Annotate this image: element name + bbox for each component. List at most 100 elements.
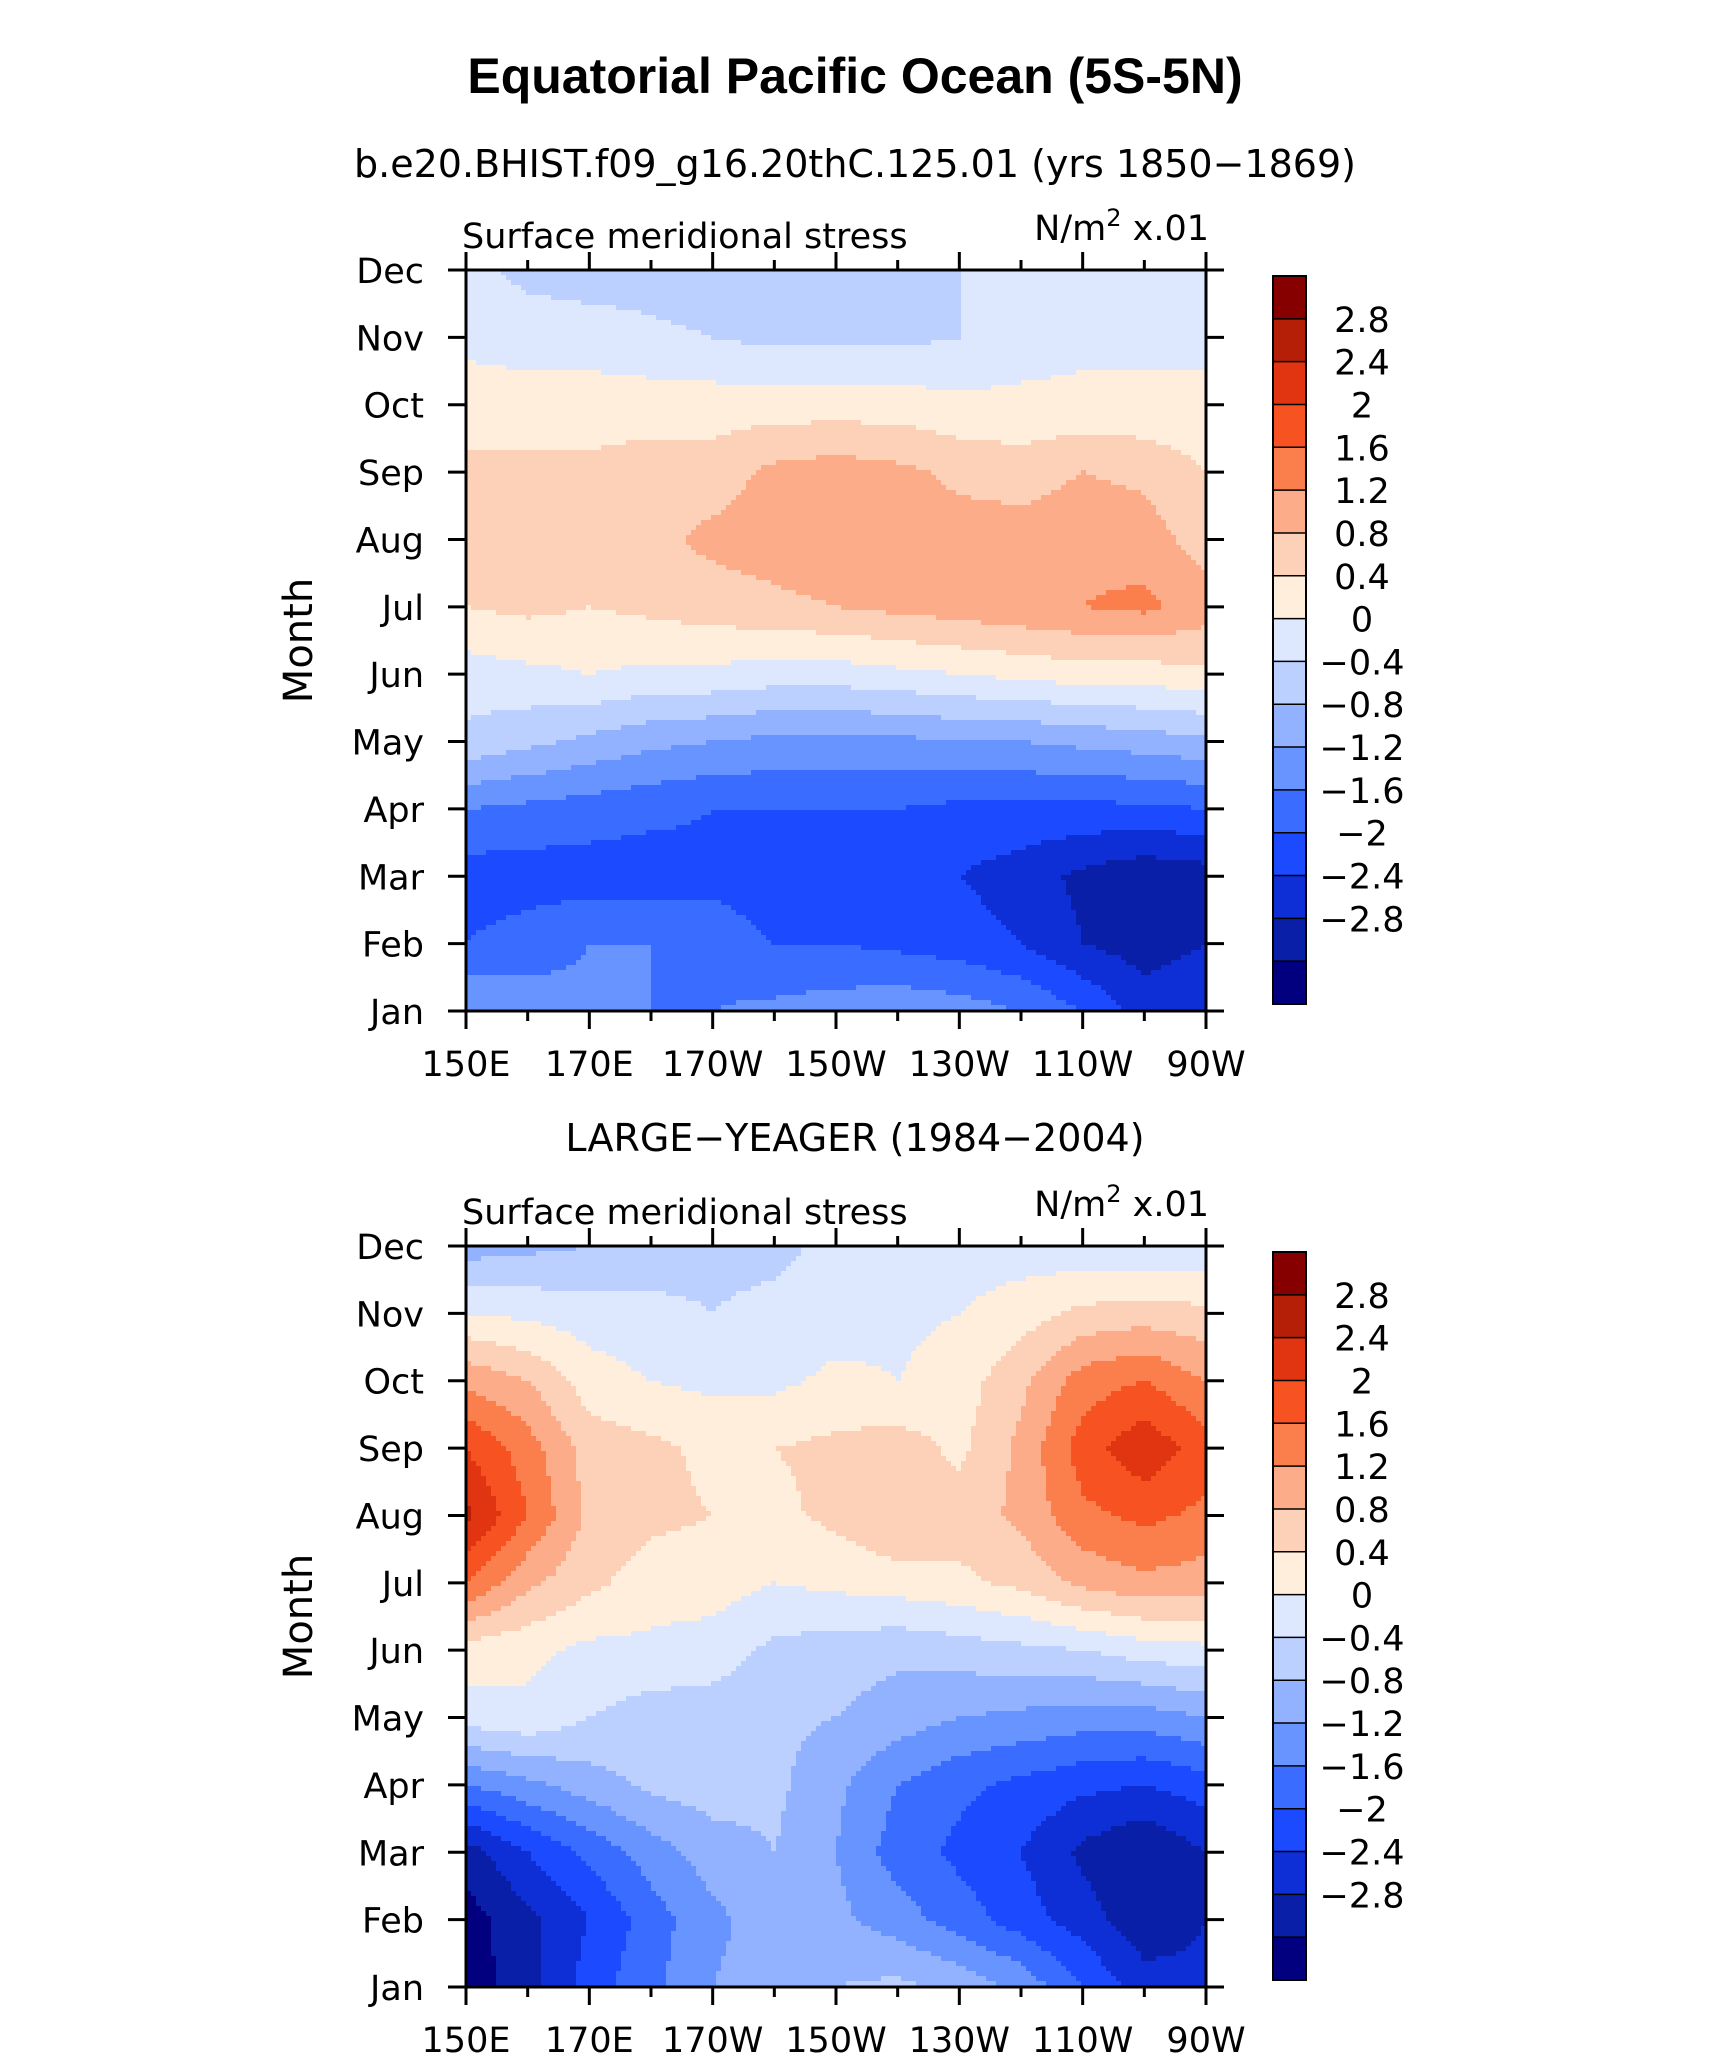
contour-cell — [1051, 315, 1057, 321]
contour-cell — [916, 350, 922, 356]
contour-cell — [551, 410, 557, 416]
contour-cell — [596, 340, 602, 346]
contour-cell — [921, 430, 927, 436]
contour-cell — [511, 295, 517, 301]
contour-cell — [826, 415, 832, 421]
contour-cell — [641, 310, 647, 316]
contour-cell — [696, 355, 702, 361]
contour-cell — [696, 315, 702, 321]
contour-cell — [946, 335, 952, 341]
contour-cell — [1141, 365, 1147, 371]
contour-cell — [1166, 430, 1172, 436]
contour-cell — [631, 405, 637, 411]
contour-cell — [861, 285, 867, 291]
contour-cell — [476, 375, 482, 381]
contour-cell — [1121, 420, 1127, 426]
contour-cell — [721, 385, 727, 391]
contour-cell — [966, 355, 972, 361]
contour-cell — [776, 275, 782, 281]
contour-cell — [801, 355, 807, 361]
contour-cell — [596, 405, 602, 411]
contour-cell — [951, 305, 957, 311]
contour-cell — [1001, 405, 1007, 411]
contour-cell — [781, 430, 787, 436]
contour-cell — [631, 435, 637, 441]
contour-cell — [561, 370, 567, 376]
contour-cell — [596, 310, 602, 316]
contour-cell — [846, 310, 852, 316]
contour-cell — [756, 350, 762, 356]
contour-cell — [981, 385, 987, 391]
contour-cell — [691, 375, 697, 381]
contour-cell — [971, 390, 977, 396]
contour-cell — [1026, 430, 1032, 436]
contour-cell — [1171, 315, 1177, 321]
contour-cell — [791, 305, 797, 311]
contour-cell — [896, 315, 902, 321]
contour-cell — [906, 305, 912, 311]
contour-cell — [921, 410, 927, 416]
contour-cell — [566, 280, 572, 286]
contour-cell — [1031, 285, 1037, 291]
contour-cell — [871, 320, 877, 326]
contour-cell — [576, 300, 582, 306]
contour-cell — [666, 375, 672, 381]
contour-cell — [686, 295, 692, 301]
contour-cell — [1096, 395, 1102, 401]
contour-cell — [921, 385, 927, 391]
contour-cell — [611, 430, 617, 436]
contour-cell — [1176, 330, 1182, 336]
contour-cell — [526, 325, 532, 331]
contour-cell — [1091, 310, 1097, 316]
contour-cell — [736, 350, 742, 356]
contour-cell — [546, 365, 552, 371]
contour-cell — [526, 350, 532, 356]
contour-cell — [471, 315, 477, 321]
contour-cell — [1036, 295, 1042, 301]
contour-cell — [696, 310, 702, 316]
contour-cell — [636, 285, 642, 291]
contour-cell — [661, 280, 667, 286]
contour-cell — [846, 320, 852, 326]
contour-cell — [641, 305, 647, 311]
contour-cell — [806, 435, 812, 441]
contour-cell — [1021, 400, 1027, 406]
contour-cell — [1041, 375, 1047, 381]
contour-cell — [1026, 335, 1032, 341]
contour-cell — [1146, 320, 1152, 326]
contour-cell — [961, 405, 967, 411]
contour-cell — [656, 310, 662, 316]
contour-cell — [546, 415, 552, 421]
contour-cell — [1016, 290, 1022, 296]
contour-cell — [521, 380, 527, 386]
contour-cell — [1166, 345, 1172, 351]
contour-cell — [611, 365, 617, 371]
contour-cell — [491, 275, 497, 281]
contour-cell — [886, 380, 892, 386]
contour-cell — [1161, 315, 1167, 321]
contour-cell — [666, 280, 672, 286]
contour-cell — [481, 310, 487, 316]
contour-cell — [631, 430, 637, 436]
contour-cell — [776, 420, 782, 426]
contour-cell — [1096, 285, 1102, 291]
contour-cell — [856, 385, 862, 391]
contour-cell — [681, 295, 687, 301]
contour-cell — [711, 425, 717, 431]
contour-cell — [926, 315, 932, 321]
contour-cell — [711, 390, 717, 396]
contour-cell — [616, 290, 622, 296]
contour-cell — [816, 415, 822, 421]
contour-cell — [1126, 280, 1132, 286]
contour-cell — [481, 295, 487, 301]
contour-cell — [841, 280, 847, 286]
contour-cell — [1116, 320, 1122, 326]
contour-cell — [621, 345, 627, 351]
contour-cell — [786, 315, 792, 321]
contour-cell — [611, 410, 617, 416]
contour-cell — [876, 290, 882, 296]
contour-cell — [701, 390, 707, 396]
contour-cell — [806, 300, 812, 306]
contour-cell — [611, 390, 617, 396]
contour-cell — [981, 305, 987, 311]
